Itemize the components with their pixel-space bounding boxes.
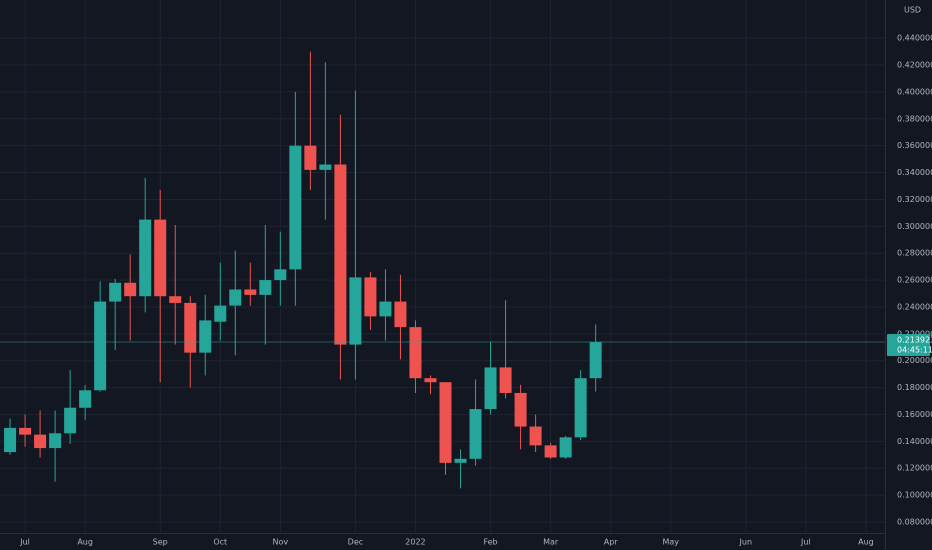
- candle-body: [409, 327, 422, 379]
- axes: 0.08000000 0.10000000 0.12000000 0.14000000…: [19, 3, 932, 547]
- y-tick-label: 0.22000000: [897, 329, 932, 338]
- candle-body: [379, 301, 392, 317]
- y-tick-label: 0.14000000: [897, 437, 932, 446]
- candle-body: [544, 445, 557, 458]
- x-tick-label: Aug: [858, 538, 874, 547]
- candle-body: [94, 301, 107, 391]
- candle-body: [529, 426, 542, 446]
- y-tick-label: 0.18000000: [897, 383, 932, 392]
- y-tick-label: 0.26000000: [897, 276, 932, 285]
- candle-body: [124, 282, 137, 297]
- candle-body: [484, 367, 497, 410]
- y-tick-label: 0.30000000: [897, 222, 932, 231]
- candle-body: [424, 378, 437, 383]
- candle-body: [229, 289, 242, 306]
- candle-body: [19, 427, 32, 435]
- candle-body: [289, 145, 302, 270]
- candle-body: [184, 302, 197, 353]
- candle-body: [4, 427, 17, 453]
- x-tick-label: Feb: [483, 538, 497, 547]
- candle-body: [334, 164, 347, 345]
- candle-body: [364, 277, 377, 317]
- last-price-label: 0.21392333: [897, 335, 932, 344]
- x-tick-label: Dec: [348, 538, 363, 547]
- candle-body: [439, 382, 452, 463]
- candle-body: [499, 367, 512, 393]
- candle-body: [244, 289, 257, 295]
- x-tick-label: Nov: [273, 538, 289, 547]
- currency-label: USD: [904, 6, 921, 15]
- y-tick-label: 0.42000000: [897, 61, 932, 70]
- y-tick-label: 0.32000000: [897, 195, 932, 204]
- last-price-box: [887, 333, 930, 356]
- candle-body: [34, 434, 47, 449]
- x-tick-label: Oct: [213, 538, 227, 547]
- candle-body: [349, 277, 362, 345]
- y-tick-label: 0.20000000: [897, 356, 932, 365]
- y-tick-label: 0.44000000: [897, 34, 932, 43]
- candle-body: [199, 320, 212, 353]
- y-tick-label: 0.08000000: [897, 517, 932, 526]
- candle-body: [274, 269, 287, 281]
- candle-body: [454, 458, 467, 463]
- y-tick-label: 0.10000000: [897, 491, 932, 500]
- candle-body: [574, 378, 587, 438]
- candle-body: [139, 219, 152, 297]
- candle-body: [394, 301, 407, 328]
- candle-body: [79, 390, 92, 408]
- y-tick-label: 0.38000000: [897, 114, 932, 123]
- y-tick-label: 0.12000000: [897, 464, 932, 473]
- x-tick-label: Apr: [604, 538, 619, 547]
- x-tick-label: Mar: [543, 538, 559, 547]
- candle-body: [319, 164, 332, 170]
- x-tick-label: Aug: [77, 538, 93, 547]
- x-tick-label: May: [662, 538, 679, 547]
- countdown: 04:45:11: [897, 345, 932, 354]
- candle-body: [589, 341, 602, 379]
- candles: [0, 51, 885, 489]
- x-tick-label: Jul: [19, 538, 30, 547]
- candle-body: [259, 280, 272, 295]
- x-tick-label: 2022: [405, 538, 425, 547]
- candle-body: [169, 296, 182, 303]
- candle-body: [304, 145, 317, 170]
- candle-body: [154, 219, 167, 297]
- y-tick-label: 0.34000000: [897, 168, 932, 177]
- y-tick-label: 0.16000000: [897, 410, 932, 419]
- currency-box: [902, 3, 922, 17]
- candle-body: [109, 282, 122, 302]
- y-tick-label: 0.36000000: [897, 141, 932, 150]
- y-tick-label: 0.40000000: [897, 87, 932, 96]
- candle-body: [64, 407, 77, 434]
- candle-body: [514, 392, 527, 427]
- candle-body: [559, 437, 572, 458]
- candle-body: [214, 305, 227, 322]
- y-tick-label: 0.28000000: [897, 249, 932, 258]
- x-tick-label: Sep: [153, 538, 168, 547]
- x-tick-label: Jul: [800, 538, 811, 547]
- x-tick-label: Jun: [739, 538, 753, 547]
- candle-body: [469, 409, 482, 459]
- candle-body: [49, 433, 62, 449]
- y-tick-label: 0.24000000: [897, 302, 932, 311]
